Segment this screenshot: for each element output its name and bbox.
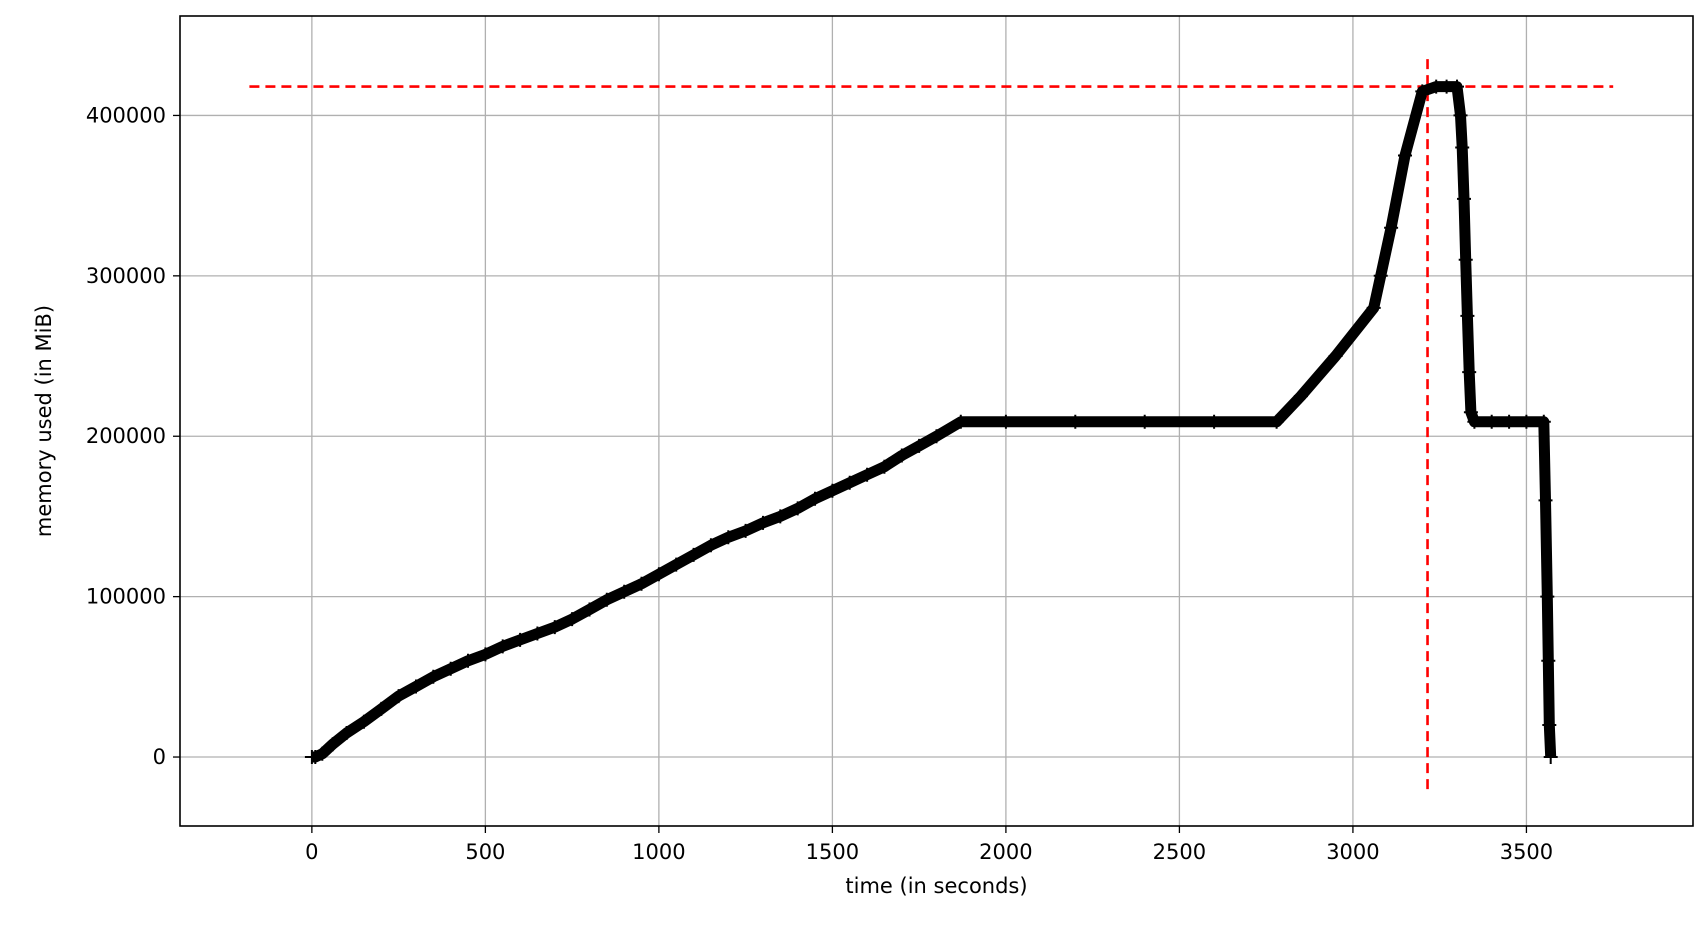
data-point-marker [356,714,371,729]
x-tick-label: 3000 [1326,840,1379,864]
data-point-marker [461,653,475,668]
data-point-marker [998,414,1013,429]
data-point-marker [1542,718,1557,732]
x-axis-ticks: 0 500 1000 1500 2000 2500 3000 3500 [305,826,1553,864]
data-point-marker [1543,750,1558,764]
data-point-marker [669,557,684,572]
data-point-marker [315,746,330,761]
data-point-marker [1068,414,1083,429]
data-point-marker [617,584,632,599]
data-point-marker [565,612,580,627]
data-point-marker [1455,140,1470,155]
data-point-marker [426,669,441,684]
y-tick-label: 400000 [86,103,166,127]
data-point-marker [1540,589,1555,604]
data-point-marker [599,592,614,607]
data-point-marker [339,726,354,740]
data-point-marker [308,750,323,764]
data-point-marker [1536,414,1551,429]
data-point-marker [1366,300,1381,315]
x-tick-label: 1500 [806,840,859,864]
y-axis-label: memory used (in MiB) [32,305,56,537]
data-point-marker [478,647,493,662]
data-point-marker [513,632,528,647]
data-point-marker [721,530,736,545]
data-point-marker [877,459,892,474]
data-point-marker [929,429,944,444]
data-point-marker [1453,108,1468,123]
data-point-marker [1519,414,1534,429]
x-tick-label: 500 [465,840,505,864]
data-point-marker [582,602,597,617]
data-point-marker [953,414,968,429]
data-point-marker [1460,308,1475,323]
x-tick-label: 1000 [632,840,685,864]
x-tick-label: 0 [305,840,318,864]
y-tick-label: 100000 [86,585,166,609]
y-axis-ticks: 0 100000 200000 300000 400000 [86,103,180,769]
data-point-marker [860,467,875,482]
data-point-marker [1450,79,1464,94]
data-point-marker [1373,268,1388,283]
data-point-marker [1463,405,1478,420]
data-point-marker [547,620,562,635]
x-tick-label: 2000 [979,840,1032,864]
data-point-marker [842,475,857,490]
data-point-marker [530,626,545,641]
data-point-marker [374,701,389,716]
data-point-marker [808,491,822,506]
data-point-marker [1293,389,1308,404]
reference-lines [249,56,1614,790]
data-point-marker [1328,349,1343,363]
data-point-marker [1502,414,1517,429]
data-point-marker [1384,220,1399,235]
data-point-marker [738,523,753,538]
data-point-marker [894,448,909,463]
data-point-marker [1398,148,1412,163]
data-point-marker [1457,191,1471,206]
data-point-marker [1467,414,1482,429]
data-point-marker [825,483,840,498]
data-point-marker [773,509,788,524]
data-point-marker [634,576,649,591]
data-point-marker [1484,414,1499,429]
data-point-marker [912,438,927,453]
data-point-marker [703,538,718,553]
data-point-marker [1541,653,1556,668]
series-layer [304,79,1558,764]
plot-frame [179,15,1694,827]
data-point-marker [495,639,510,654]
data-point-marker [1269,414,1284,429]
data-point-marker [443,661,458,676]
y-tick-label: 300000 [86,264,166,288]
data-point-marker [756,515,770,530]
data-point-marker [790,501,805,516]
data-point-marker [686,547,701,562]
data-point-marker [651,567,666,582]
y-tick-label: 200000 [86,424,166,448]
data-point-marker [1415,84,1430,99]
x-tick-label: 2500 [1153,840,1206,864]
data-point-marker [409,679,423,694]
data-point-marker [1137,414,1152,429]
x-tick-label: 3500 [1500,840,1553,864]
x-axis-label: time (in seconds) [845,874,1027,898]
data-point-marker [325,737,340,752]
data-point-marker [1458,252,1473,267]
data-point-marker [391,689,406,704]
data-point-marker [1462,365,1477,380]
y-tick-label: 0 [153,745,166,769]
data-point-marker [1207,414,1222,429]
memory-usage-line [309,81,1557,763]
data-point-marker [1538,493,1553,508]
